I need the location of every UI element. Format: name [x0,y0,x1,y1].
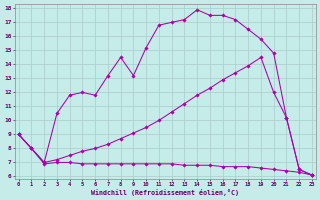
X-axis label: Windchill (Refroidissement éolien,°C): Windchill (Refroidissement éolien,°C) [91,189,239,196]
